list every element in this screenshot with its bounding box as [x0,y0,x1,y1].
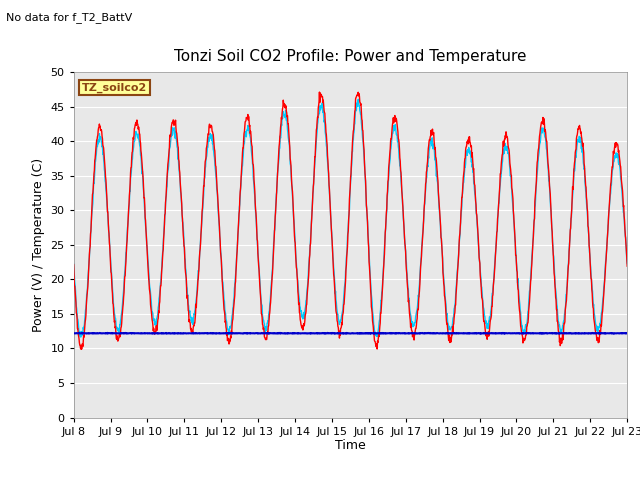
Y-axis label: Power (V) / Temperature (C): Power (V) / Temperature (C) [32,158,45,332]
Text: TZ_soilco2: TZ_soilco2 [82,83,147,93]
Text: No data for f_T2_BattV: No data for f_T2_BattV [6,12,132,23]
X-axis label: Time: Time [335,439,366,453]
Title: Tonzi Soil CO2 Profile: Power and Temperature: Tonzi Soil CO2 Profile: Power and Temper… [174,49,527,64]
